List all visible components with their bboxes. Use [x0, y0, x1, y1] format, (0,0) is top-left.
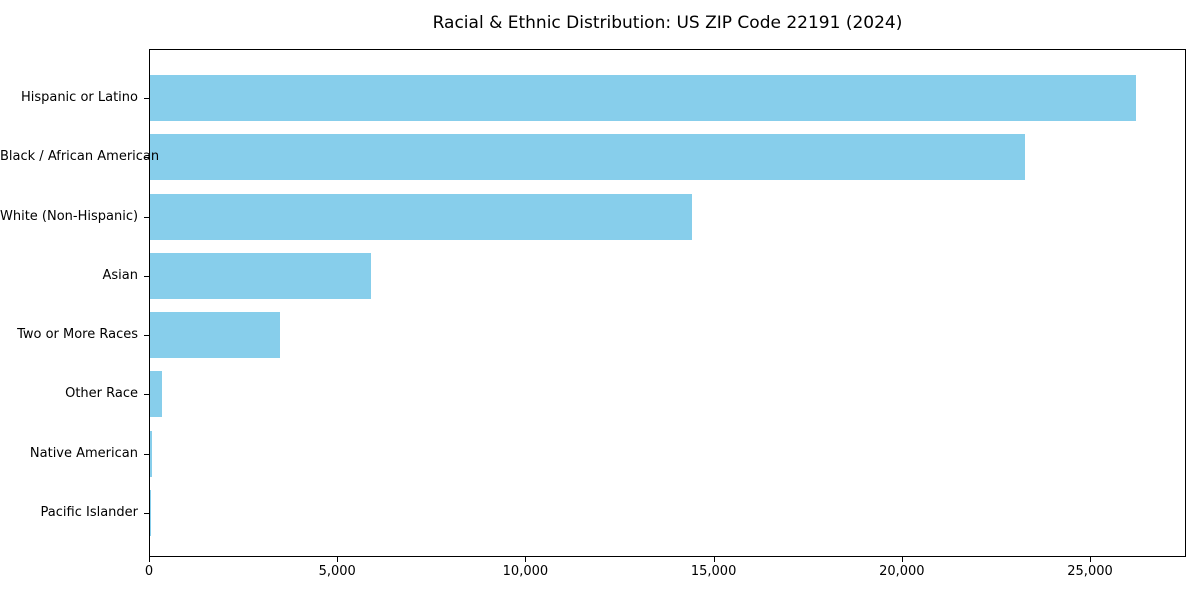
x-tick-label: 20,000	[879, 564, 925, 579]
bar-pacific-islander	[150, 489, 151, 536]
bar-asian	[150, 252, 371, 299]
x-tick-label: 5,000	[318, 564, 356, 579]
y-tick-label: Black / African American	[0, 149, 160, 165]
y-tick-mark	[144, 512, 149, 514]
bar-hispanic-or-latino	[150, 75, 1137, 121]
chart-title: Racial & Ethnic Distribution: US ZIP Cod…	[432, 13, 903, 33]
y-tick-mark	[144, 453, 149, 455]
bar-native-american	[150, 430, 152, 477]
x-tick-mark	[525, 557, 527, 562]
x-tick-label: 15,000	[690, 564, 737, 579]
x-tick-mark	[337, 557, 339, 562]
y-tick-label: Native American	[29, 445, 138, 461]
plot-area	[149, 49, 1186, 557]
x-tick-mark	[901, 557, 903, 562]
x-tick-label: 10,000	[502, 564, 549, 579]
bar-two-or-more-races	[150, 312, 280, 359]
bar-black-african-american	[150, 134, 1026, 181]
y-tick-mark	[144, 98, 149, 99]
y-tick-label: Other Race	[65, 386, 138, 402]
x-tick-label: 25,000	[1067, 564, 1113, 579]
y-tick-label: White (Non-Hispanic)	[0, 208, 139, 224]
x-tick-mark	[1090, 557, 1092, 562]
y-tick-label: Two or More Races	[17, 327, 138, 343]
x-tick-mark	[713, 557, 715, 562]
x-tick-mark	[149, 557, 150, 562]
y-tick-label: Pacific Islander	[40, 504, 138, 520]
y-tick-mark	[144, 394, 149, 396]
y-tick-label: Asian	[102, 267, 138, 283]
x-tick-label: 0	[144, 564, 154, 579]
y-tick-mark	[144, 216, 149, 218]
y-tick-mark	[144, 157, 149, 159]
y-tick-mark	[144, 275, 149, 277]
bar-other-race	[150, 371, 163, 418]
y-tick-mark	[144, 335, 149, 337]
bar-white-non-hispanic	[150, 193, 693, 240]
y-tick-label: Hispanic or Latino	[20, 90, 138, 105]
